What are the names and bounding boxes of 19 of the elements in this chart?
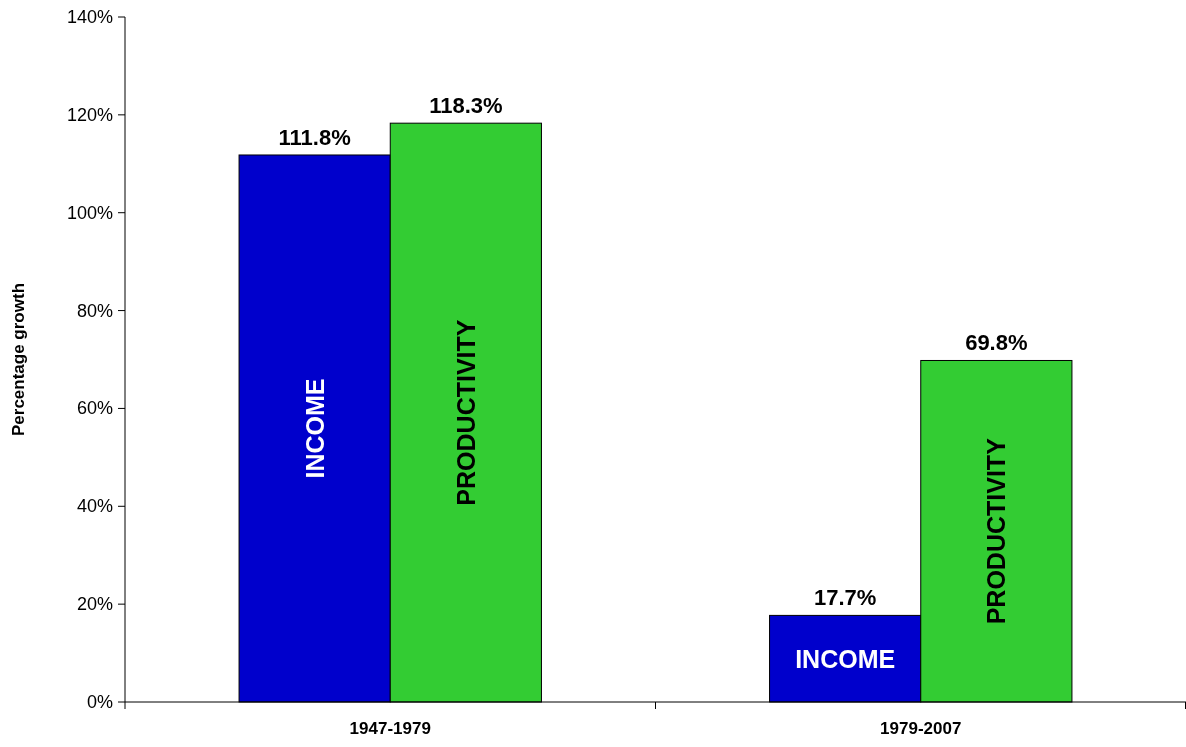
y-tick-label: 140%	[66, 7, 113, 27]
text: PRODUCTIVITY	[982, 438, 1011, 625]
y-tick-label: 0%	[86, 692, 113, 712]
y-axis-title: Percentage growth	[9, 282, 28, 437]
y-tick-label: 60%	[76, 398, 113, 419]
data-label: 17.7%	[813, 585, 877, 611]
series-label: PRODUCTIVITY	[451, 319, 480, 506]
data-label: 118.3%	[429, 93, 503, 119]
series-label: INCOME	[795, 644, 896, 673]
y-tick-label: 80%	[76, 300, 113, 321]
y-tick-label: 100%	[66, 202, 113, 223]
data-label: 69.8%	[965, 330, 1028, 356]
data-label: 111.8%	[278, 124, 351, 150]
x-tick-label: 1947-1979	[349, 719, 431, 738]
y-tick-label: 120%	[66, 104, 113, 125]
text: INCOME	[300, 378, 329, 479]
y-tick-label: 40%	[76, 496, 113, 517]
x-tick-label: 1979-2007	[880, 719, 962, 738]
y-tick-label: 20%	[76, 594, 113, 615]
